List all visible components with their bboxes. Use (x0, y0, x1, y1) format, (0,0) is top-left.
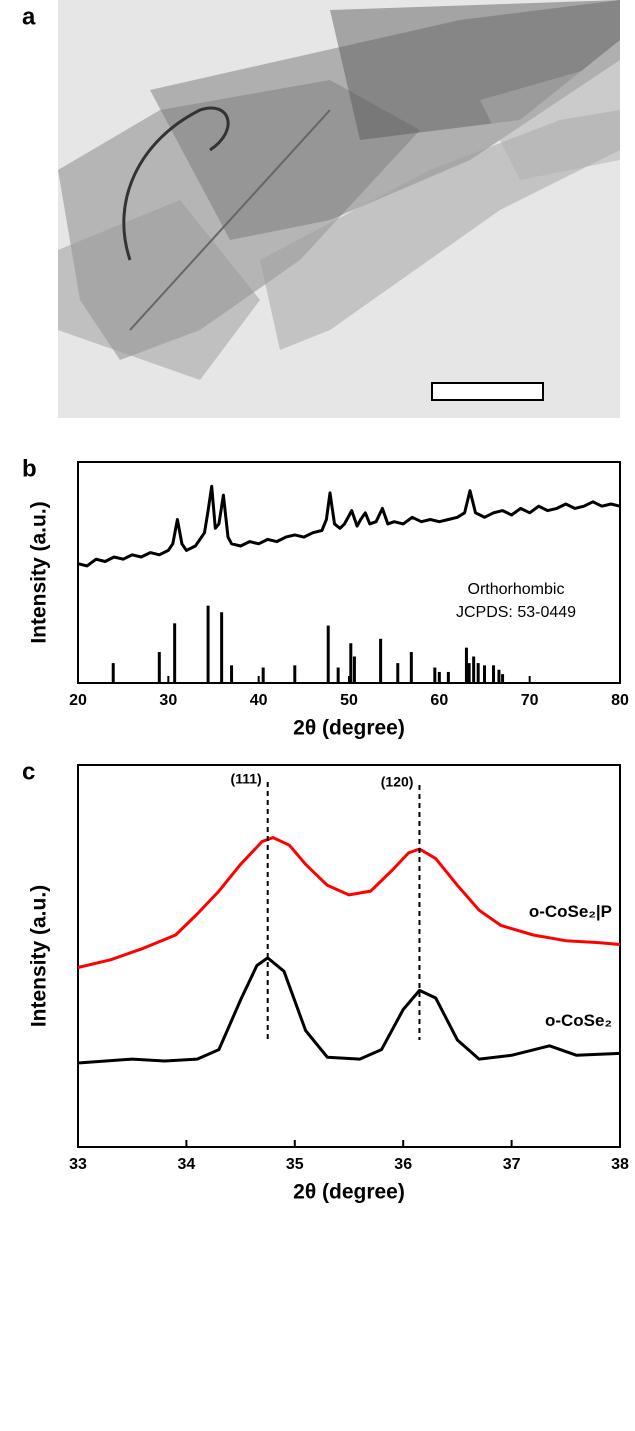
annotation: Orthorhombic (468, 581, 565, 598)
x-tick-label: 35 (286, 1156, 304, 1173)
y-axis-label: Intensity (a.u.) (28, 501, 51, 643)
x-tick-label: 50 (340, 692, 358, 709)
y-axis-label: Intensity (a.u.) (28, 885, 51, 1027)
panel-label: b (22, 455, 37, 482)
x-tick-label: 36 (394, 1156, 412, 1173)
x-tick-label: 34 (178, 1156, 196, 1173)
plot-frame (77, 461, 621, 684)
peak-label: (120) (381, 774, 414, 790)
data-line (77, 836, 621, 969)
x-tick-label: 70 (521, 692, 539, 709)
annotation: JCPDS: 53-0449 (456, 604, 576, 621)
peak-label: (111) (231, 771, 262, 787)
panel-label: c (22, 758, 35, 785)
x-tick-label: 30 (159, 692, 177, 709)
data-line (77, 484, 621, 568)
x-tick-label: 60 (430, 692, 448, 709)
x-tick-label: 38 (611, 1156, 629, 1173)
x-tick-label: 20 (69, 692, 87, 709)
x-tick-label: 80 (611, 692, 629, 709)
x-tick-label: 37 (503, 1156, 521, 1173)
series-label: o-CoSe₂ (545, 1011, 612, 1030)
x-axis-label: 2θ (degree) (293, 717, 405, 740)
x-axis-label: 2θ (degree) (293, 1181, 405, 1204)
panel-label: a (22, 3, 36, 30)
tem-image (58, 0, 620, 418)
data-line (77, 956, 621, 1065)
x-tick-label: 33 (69, 1156, 87, 1173)
x-tick-label: 40 (250, 692, 268, 709)
series-label: o-CoSe₂|P (529, 902, 612, 921)
plot-frame (77, 764, 621, 1148)
